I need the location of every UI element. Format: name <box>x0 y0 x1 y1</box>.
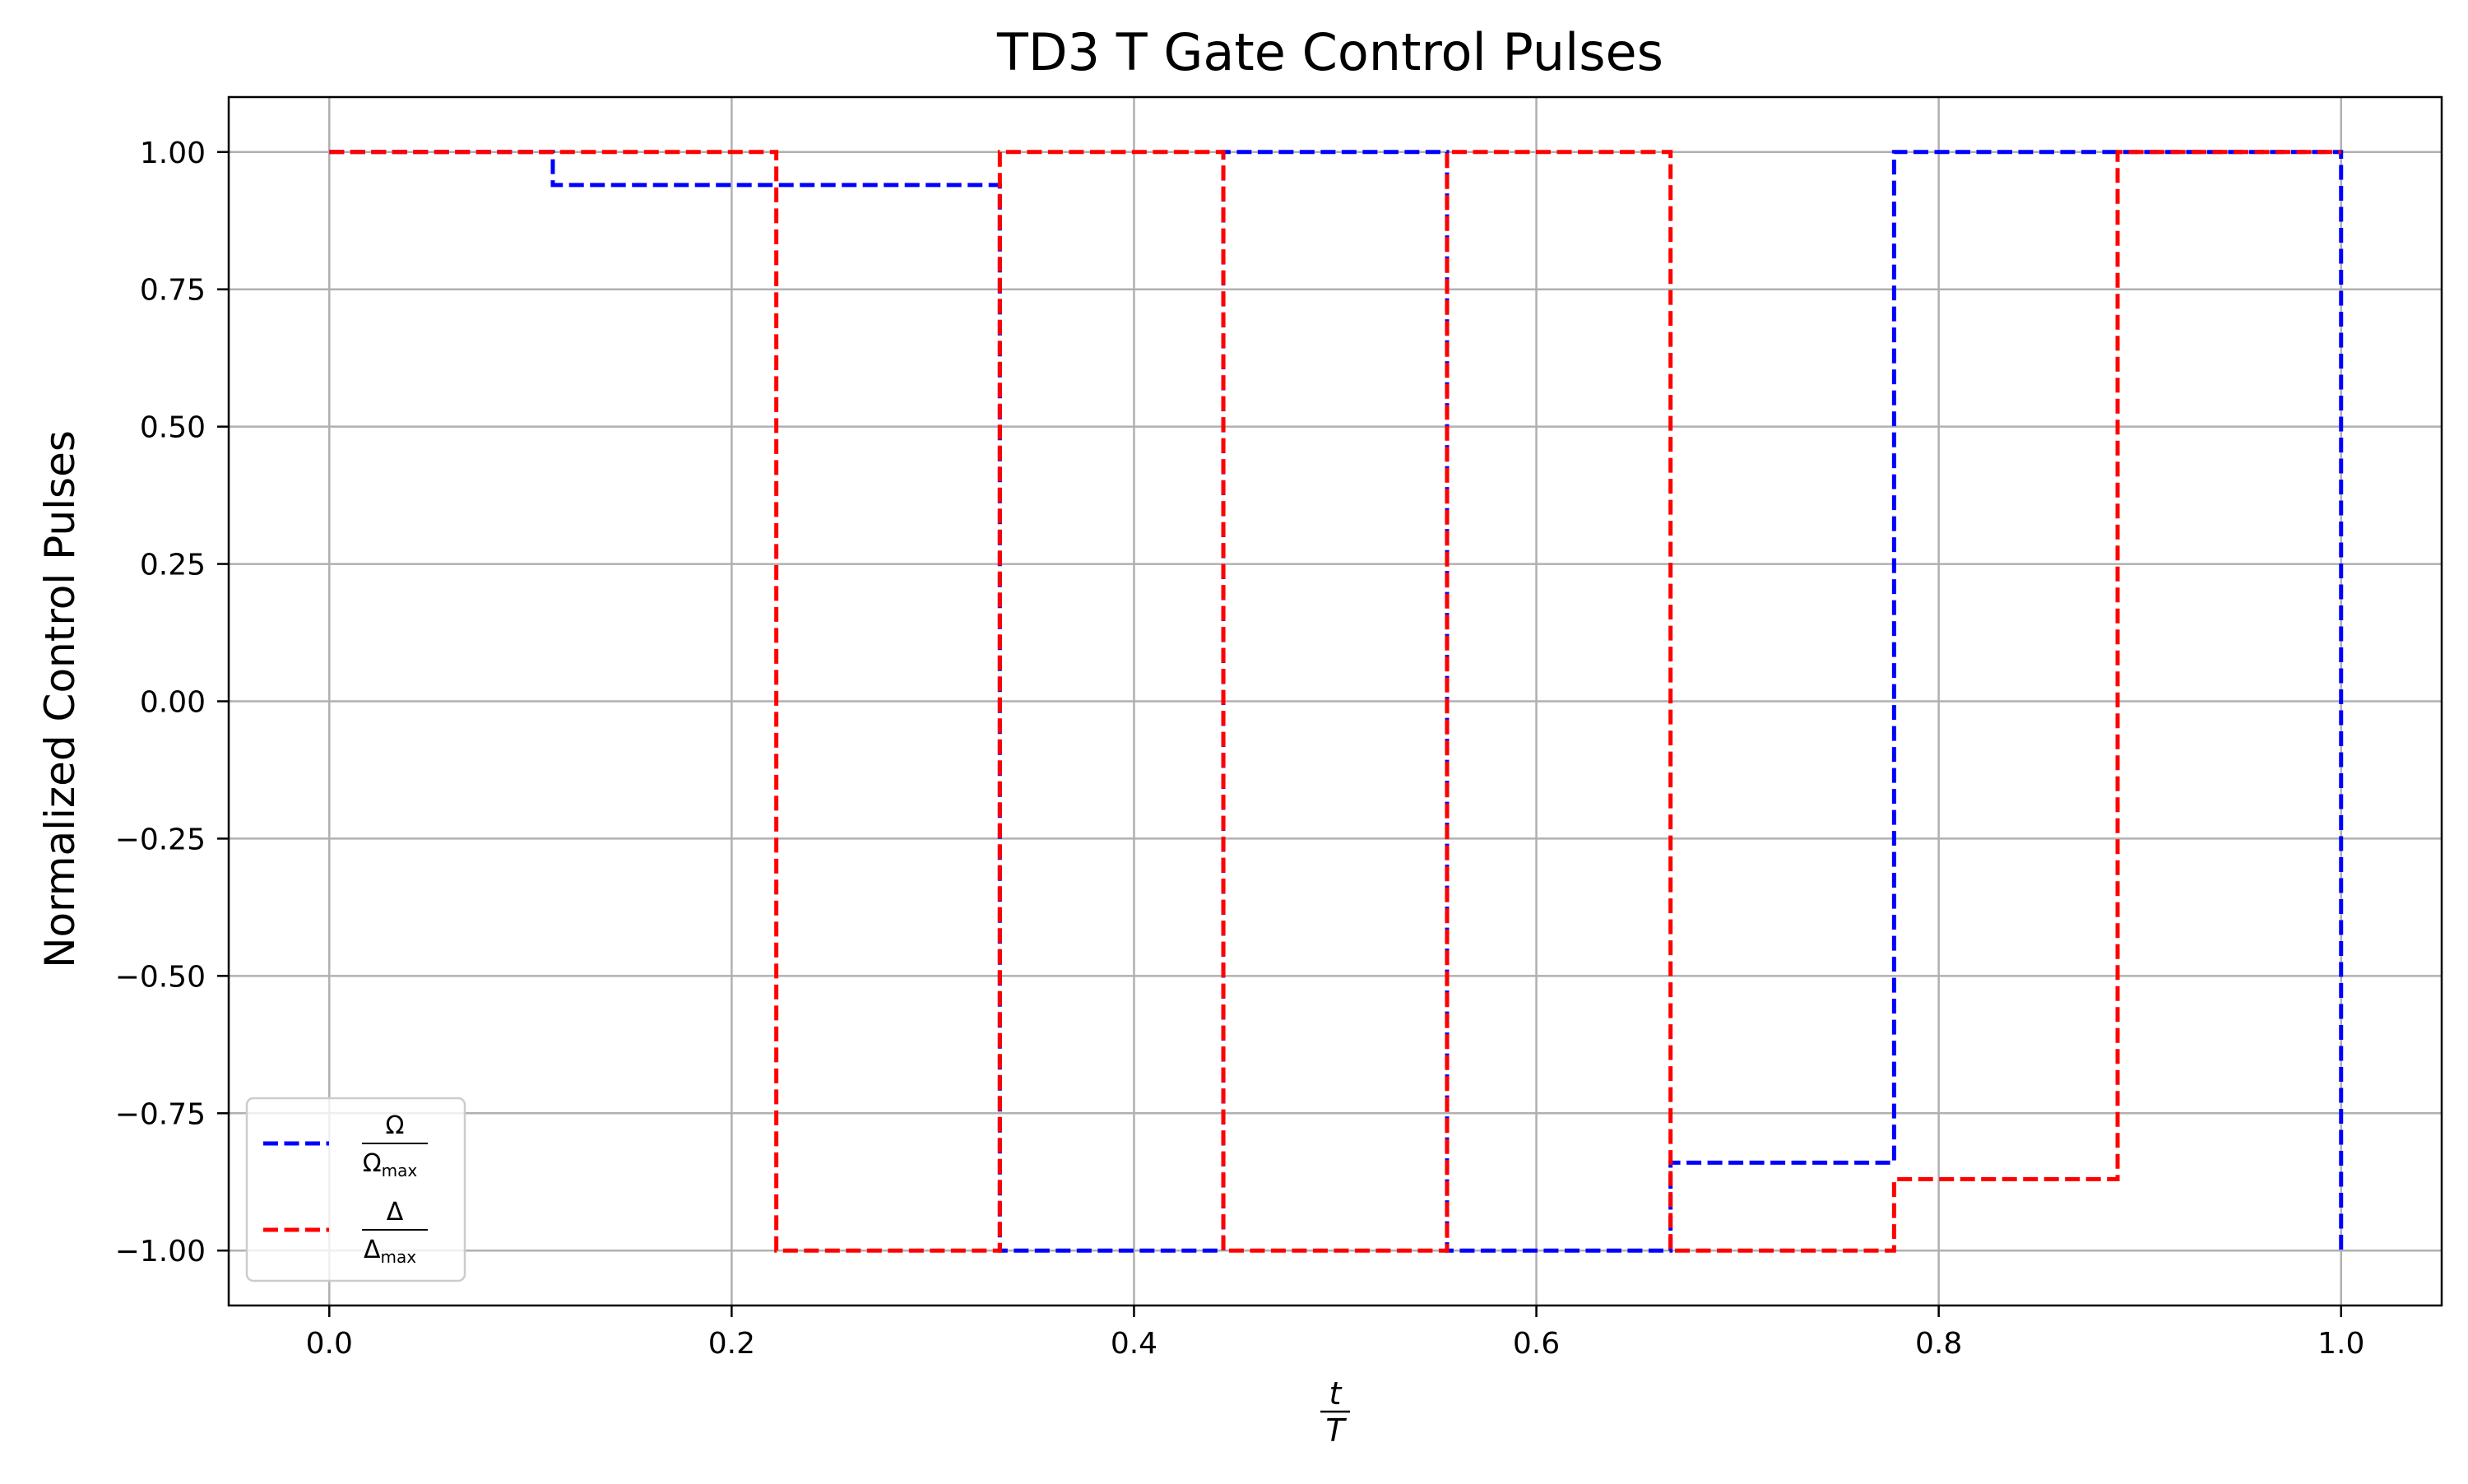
x-tick-label: 0.4 <box>1111 1327 1157 1361</box>
y-tick-label: −1.00 <box>115 1235 206 1268</box>
legend-label-numerator: Δ <box>387 1198 404 1227</box>
legend-label-numerator: Ω <box>386 1111 405 1140</box>
x-tick-label: 0.8 <box>1915 1327 1962 1361</box>
x-tick-label: 1.0 <box>2317 1327 2364 1361</box>
y-tick-label: −0.75 <box>115 1097 206 1131</box>
x-tick-label: 0.2 <box>708 1327 755 1361</box>
y-tick-label: 0.75 <box>140 274 206 308</box>
y-axis-label: Normalized Control Pulses <box>36 430 84 968</box>
y-tick-label: −0.50 <box>115 960 206 994</box>
y-tick-label: 0.00 <box>140 686 206 720</box>
y-tick-label: 0.50 <box>140 411 206 445</box>
x-axis-label-denominator: T <box>1325 1412 1347 1449</box>
series-line-1 <box>329 150 2341 1253</box>
y-tick-label: 1.00 <box>140 137 206 170</box>
x-axis-label: t T <box>1320 1375 1350 1449</box>
y-tick-label: 0.25 <box>140 549 206 582</box>
plot-area: 0.0 0.2 0.4 0.6 0.8 1.0 1.00 0.75 0.50 0.25 0.00 −0… <box>115 95 2443 1361</box>
series-line-0 <box>329 150 2344 1253</box>
legend-box <box>245 1097 466 1282</box>
x-tick-label: 0.6 <box>1513 1327 1560 1361</box>
y-tick-label: −0.25 <box>115 823 206 856</box>
x-axis-label-numerator: t <box>1329 1375 1343 1412</box>
x-tick-label: 0.0 <box>306 1327 353 1361</box>
chart-title: TD3 T Gate Control Pulses <box>996 22 1663 82</box>
